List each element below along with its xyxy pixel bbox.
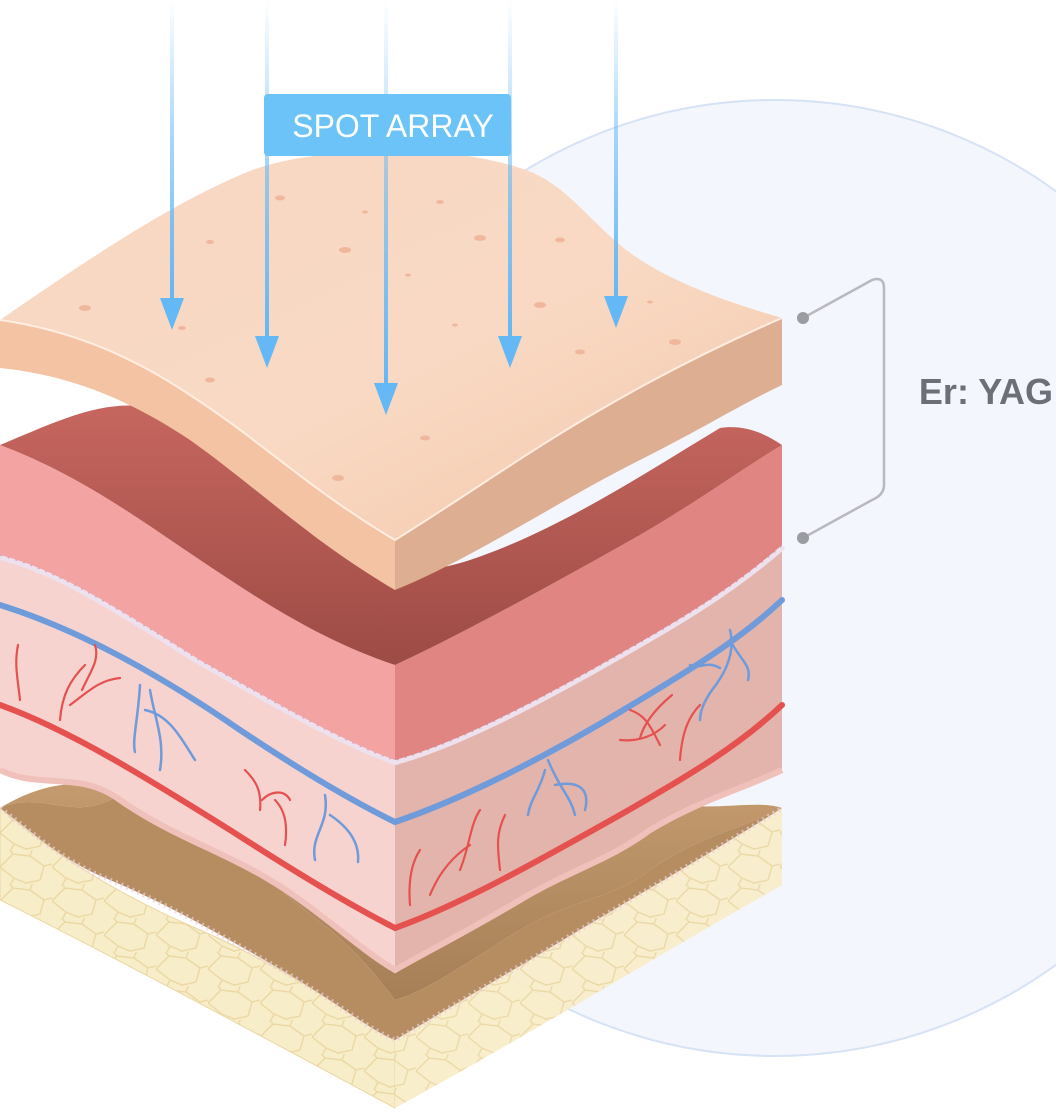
spot-array-text: SPOT ARRAY [292, 108, 494, 144]
arrow-down-icon [160, 0, 184, 330]
artery-line [0, 702, 785, 932]
arrow-down-icon [604, 0, 628, 328]
arrow-down-icon [498, 0, 522, 368]
epidermis-layer [0, 151, 783, 590]
dermis-layer [0, 405, 782, 760]
laser-arrows [160, 0, 628, 415]
spot-array-label: SPOT ARRAY [264, 94, 511, 156]
bracket-icon [797, 277, 886, 544]
arrow-down-icon [255, 0, 279, 368]
vein-line [0, 597, 785, 826]
laser-type-label: Er: YAG [919, 371, 1053, 412]
arrow-down-icon [374, 0, 398, 415]
